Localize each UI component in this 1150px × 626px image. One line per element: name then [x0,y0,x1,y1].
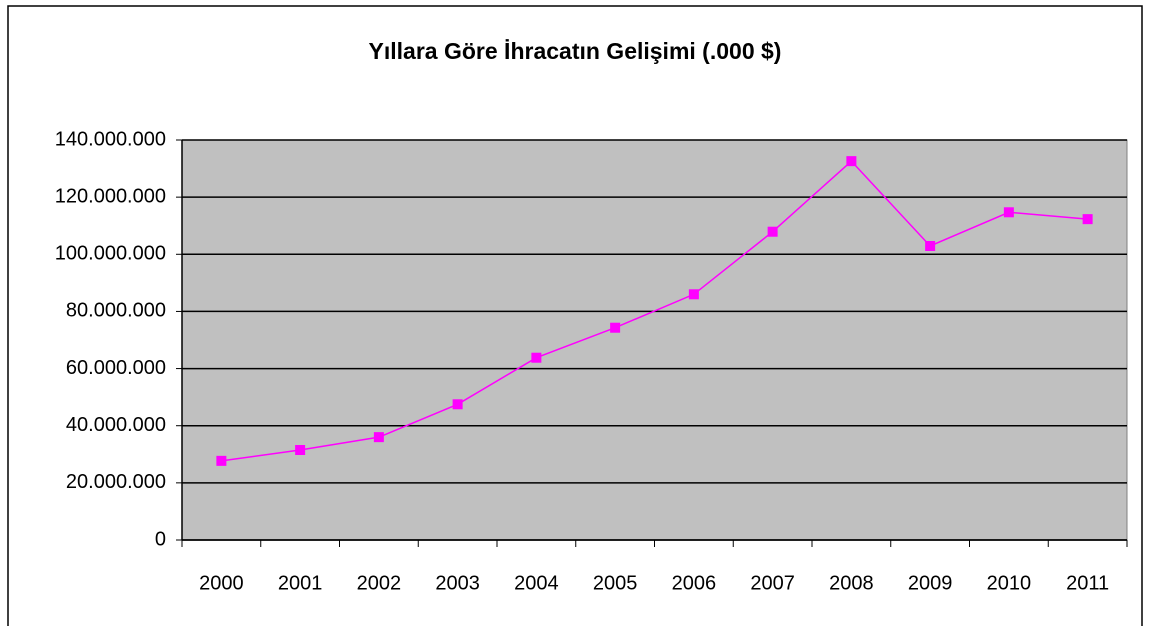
x-tick-label: 2005 [593,572,638,594]
chart-title: Yıllara Göre İhracatın Gelişimi (.000 $) [369,38,782,64]
plot-area [181,139,1128,541]
y-tick-label: 140.000.000 [55,128,166,150]
point-marker [1082,214,1093,225]
point-marker [767,226,778,237]
point-marker [373,432,384,443]
x-tick-label: 2003 [435,572,480,594]
x-tick-label: 2007 [750,572,795,594]
point-marker [610,322,621,333]
point-marker [531,352,542,363]
point-marker [452,399,463,410]
x-tick-label: 2009 [908,572,953,594]
x-tick-label: 2011 [1066,572,1109,594]
series-line [221,160,1088,462]
x-tick-label: 2006 [672,572,717,594]
y-tick-label: 120.000.000 [55,185,166,207]
y-tick-label: 20.000.000 [66,471,166,493]
x-tick-label: 2000 [199,572,244,594]
x-tick-label: 2010 [987,572,1032,594]
point-marker [846,156,857,167]
point-marker [925,241,936,251]
y-tick-label: 0 [155,528,166,550]
x-tick-label: 2001 [278,572,323,594]
x-tick-label: 2008 [829,572,874,594]
point-marker [1003,207,1014,218]
y-tick-label: 40.000.000 [66,414,166,436]
y-tick-label: 80.000.000 [66,300,166,322]
point-marker [688,289,699,300]
point-marker [216,455,227,466]
x-tick-label: 2004 [514,572,559,594]
point-marker [295,445,306,455]
x-tick-label: 2002 [357,572,402,594]
y-tick-label: 60.000.000 [66,357,166,379]
y-tick-label: 100.000.000 [55,243,166,265]
